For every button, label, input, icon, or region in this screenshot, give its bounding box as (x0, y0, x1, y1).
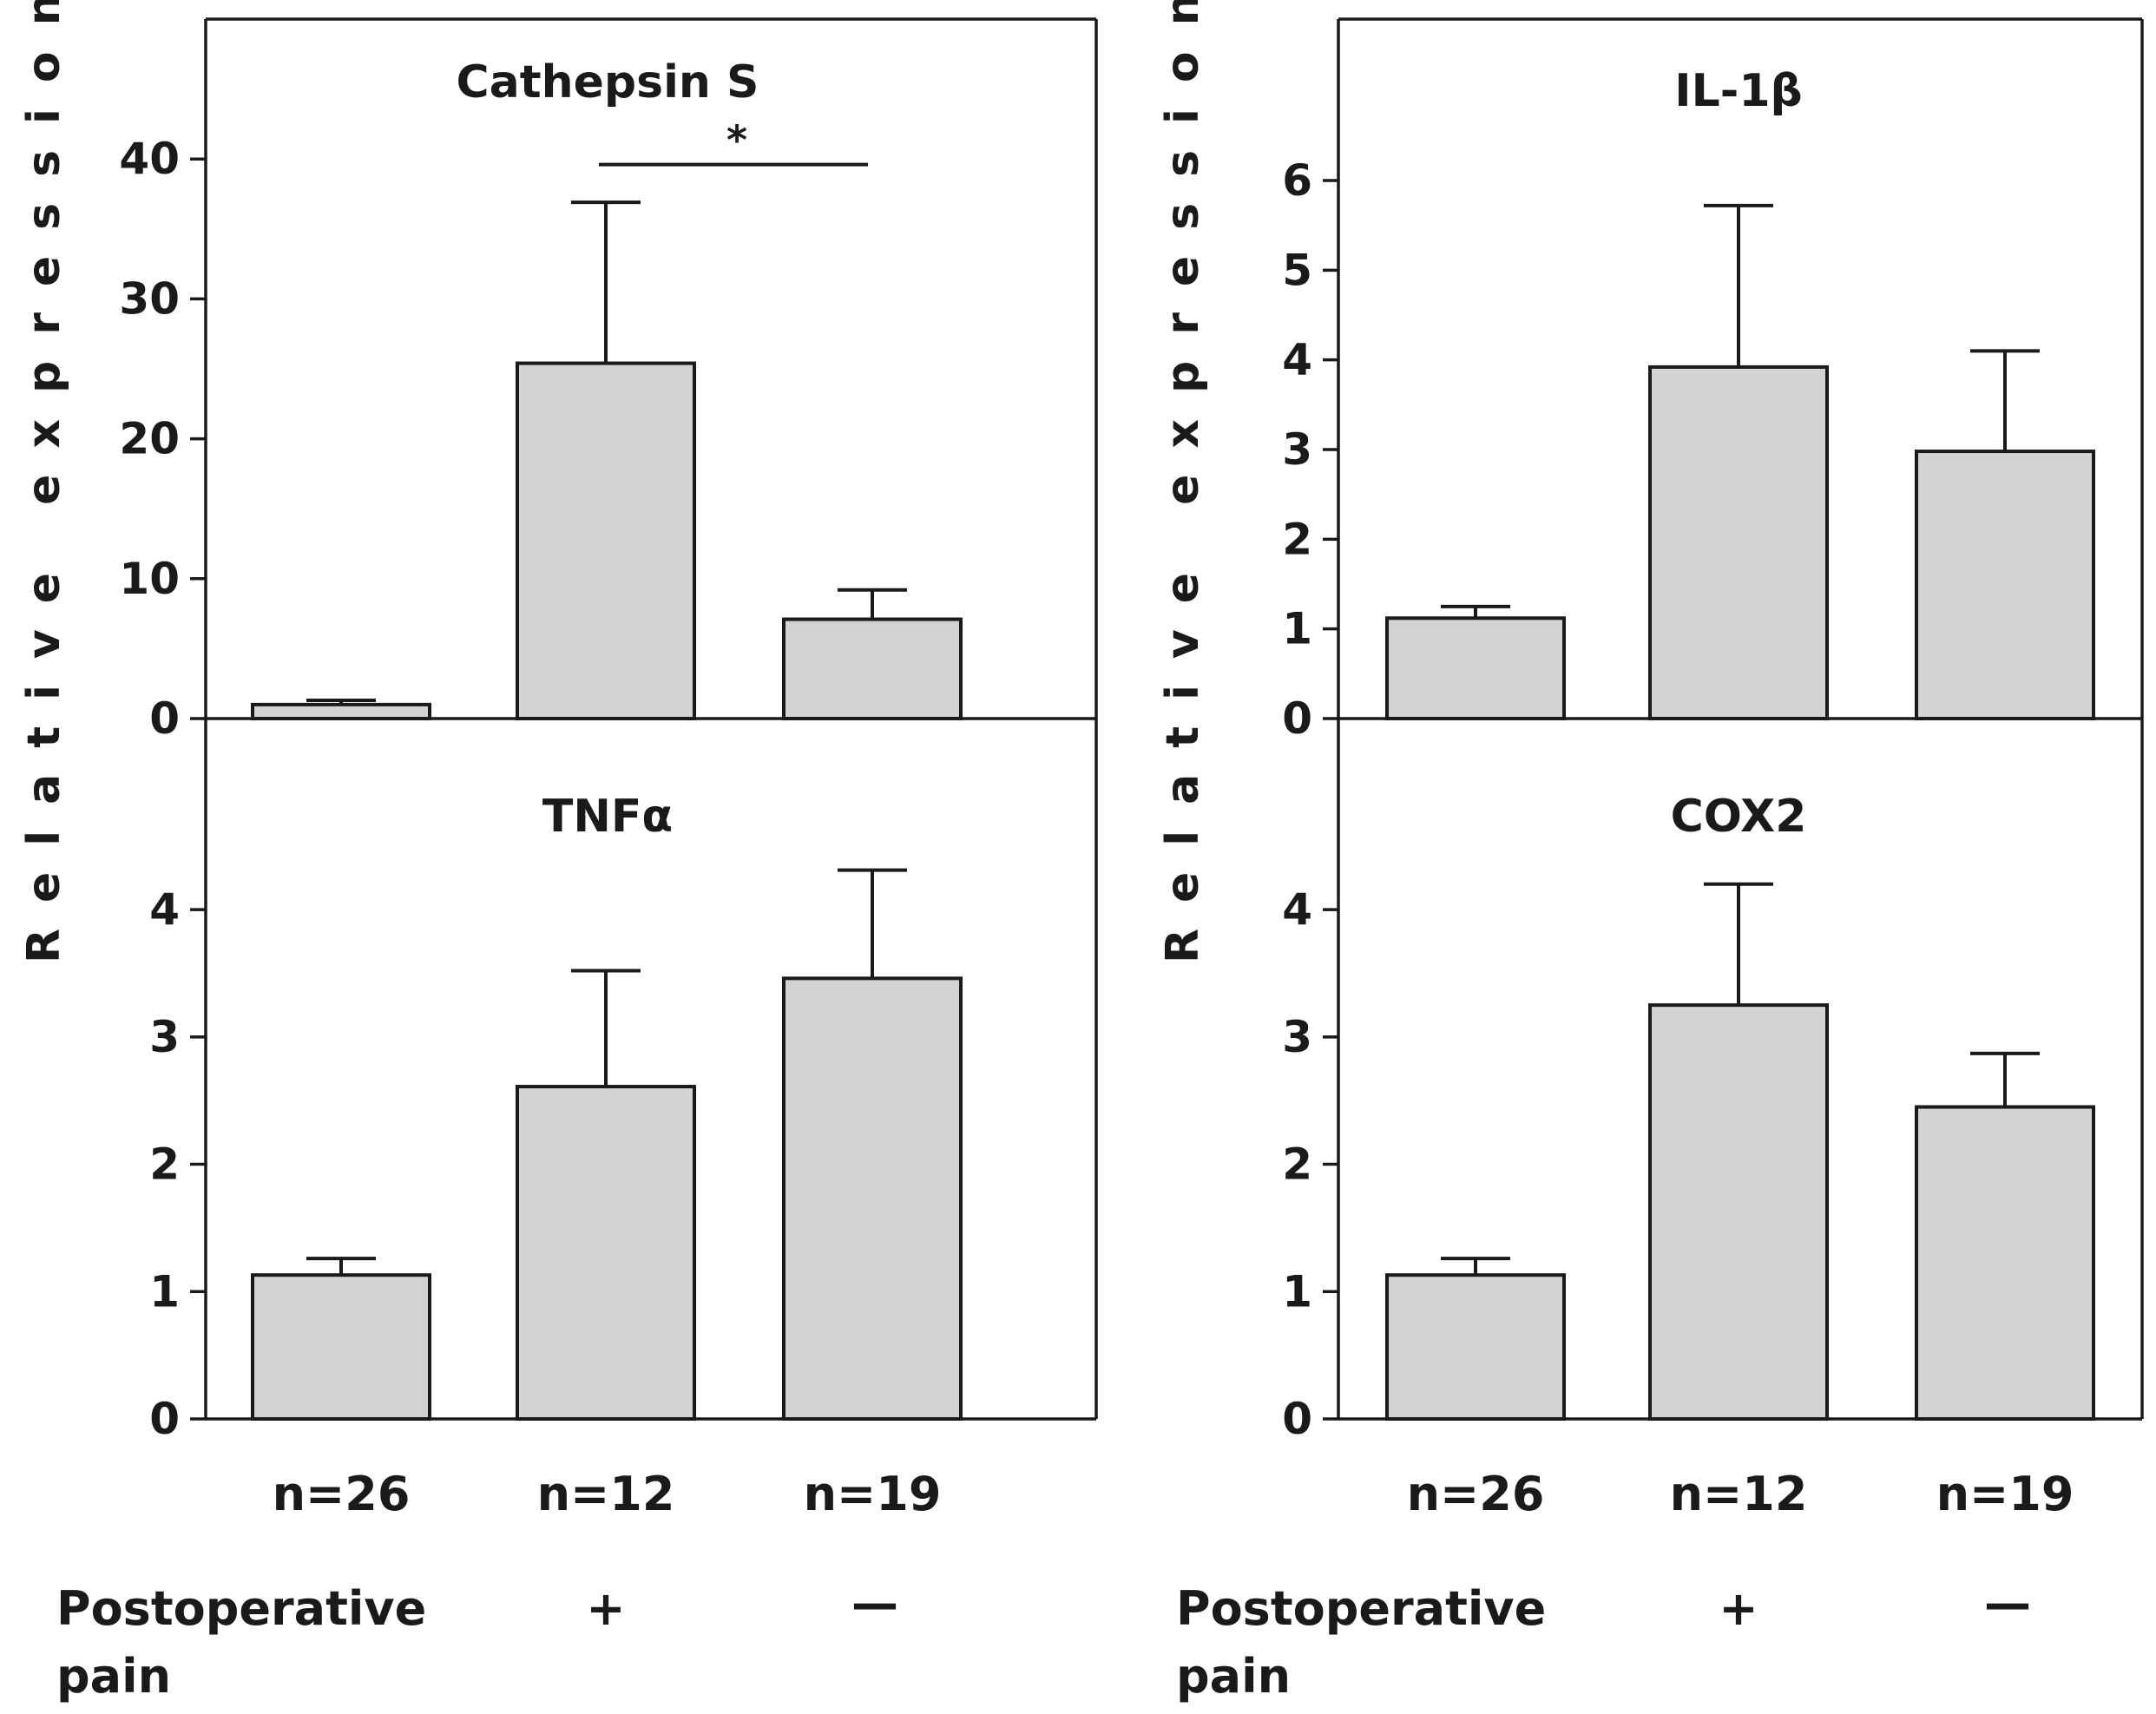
chart-title: TNFα (542, 791, 673, 843)
bar (1648, 364, 1829, 720)
y-tick-label: 0 (1282, 693, 1312, 744)
chart-tnfa: TNFα 0 1 2 3 4 (149, 791, 963, 1444)
footer-left: Postoperative pain + — (56, 1576, 898, 1704)
y-tick-label: 2 (1282, 514, 1312, 564)
y-axis-label-right: Relative expression (1157, 0, 1209, 963)
y-tick-label: 4 (1282, 335, 1312, 385)
footer-right: Postoperative pain + — (1176, 1576, 2031, 1704)
pain-label: pain (1176, 1649, 1291, 1704)
sample-sizes-right: n=26 n=12 n=19 (1407, 1467, 2074, 1521)
y-tick-label: 3 (1282, 424, 1312, 475)
pain-label: pain (56, 1649, 171, 1704)
y-tick-label: 3 (149, 1012, 180, 1062)
y-tick-label: 1 (1282, 604, 1312, 654)
y-tick-label: 0 (149, 1394, 180, 1444)
y-tick-label: 6 (1282, 155, 1312, 206)
bar (782, 617, 963, 720)
y-tick-label: 0 (1282, 1394, 1312, 1444)
postoperative-label: Postoperative (1176, 1581, 1546, 1636)
chart-cathepsin-s: Cathepsin S 0 10 20 30 40 * (119, 56, 963, 744)
chart-cox2: COX2 0 1 2 3 4 (1282, 791, 2095, 1444)
bar (251, 702, 431, 721)
n-label: n=26 (1407, 1467, 1545, 1521)
pain-plus: + (586, 1581, 625, 1636)
pain-minus: — (851, 1576, 898, 1631)
y-tick-label: 1 (149, 1266, 180, 1317)
bar (1648, 1003, 1829, 1421)
y-tick-label: 30 (119, 273, 180, 324)
bar (1385, 616, 1566, 720)
n-label: n=12 (1670, 1467, 1808, 1521)
pain-plus: + (1719, 1581, 1758, 1636)
chart-il-1b: IL-1β 0 1 2 3 4 5 6 (1282, 65, 2095, 744)
n-label: n=19 (804, 1467, 942, 1521)
y-tick-label: 1 (1282, 1266, 1312, 1317)
sample-sizes-left: n=26 n=12 n=19 (273, 1467, 942, 1521)
bar (1385, 1273, 1566, 1422)
y-tick-label: 20 (119, 414, 180, 464)
bar (251, 1273, 431, 1422)
y-tick-label: 40 (119, 134, 180, 184)
significance-label: * (726, 117, 747, 164)
y-tick-label: 2 (1282, 1139, 1312, 1190)
chart-title: IL-1β (1674, 65, 1802, 117)
bar (516, 361, 696, 720)
chart-title: Cathepsin S (457, 56, 759, 108)
y-tick-label: 5 (1282, 245, 1312, 295)
pain-minus: — (1984, 1576, 2031, 1631)
y-tick-label: 10 (119, 554, 180, 604)
postoperative-label: Postoperative (56, 1581, 426, 1636)
y-tick-label: 4 (1282, 884, 1312, 935)
n-label: n=19 (1936, 1467, 2074, 1521)
bar (782, 976, 963, 1421)
n-label: n=26 (273, 1467, 411, 1521)
y-axis-label-left: Relative expression (18, 0, 70, 963)
y-tick-label: 4 (149, 884, 180, 935)
y-tick-label: 3 (1282, 1012, 1312, 1062)
y-tick-label: 0 (149, 693, 180, 744)
chart-title: COX2 (1671, 791, 1807, 843)
y-tick-label: 2 (149, 1139, 180, 1190)
bar (516, 1085, 696, 1422)
bar (1915, 450, 2095, 720)
bar (1915, 1105, 2095, 1421)
n-label: n=12 (537, 1467, 675, 1521)
